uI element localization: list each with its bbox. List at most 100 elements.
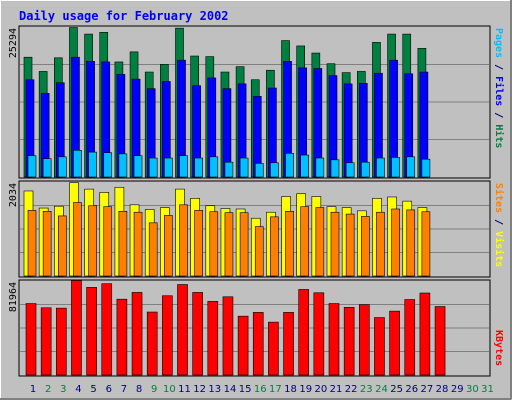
kbytes-bar: [268, 321, 279, 376]
panel-kbytes: [18, 279, 491, 377]
kbytes-bar: [192, 292, 203, 376]
pages-bar: [118, 153, 128, 178]
sites-bar: [133, 211, 143, 277]
kbytes-bar: [131, 292, 143, 376]
kbytes-bar: [116, 298, 128, 376]
sites-bar: [164, 215, 173, 277]
sites-bar: [57, 215, 67, 277]
pages-bar: [224, 161, 234, 178]
panel-hits-files-pages: [18, 25, 491, 179]
sites-bar: [103, 206, 113, 277]
day-label: 12: [193, 384, 206, 395]
day-label: 7: [121, 384, 127, 395]
day-label: 4: [75, 384, 81, 395]
pages-bar: [148, 157, 158, 178]
sites-bar: [254, 226, 264, 277]
pages-bar: [209, 156, 219, 178]
pages-bar: [300, 154, 310, 178]
pages-bar: [330, 159, 340, 178]
pages-bar: [57, 156, 67, 178]
sites-bar: [194, 210, 203, 277]
day-label: 1: [30, 384, 36, 395]
pages-bar: [421, 158, 431, 178]
sites-bar: [391, 208, 400, 277]
kbytes-bar: [177, 284, 188, 376]
day-label: 13: [208, 384, 221, 395]
kbytes-bar: [374, 317, 385, 376]
day-label: 10: [163, 384, 176, 395]
sites-bar: [179, 204, 188, 277]
legend-sites-visits: Sites / Visits: [493, 183, 505, 267]
day-label: 6: [106, 384, 112, 395]
day-label: 18: [284, 384, 297, 395]
legend-kbytes: KBytes: [493, 330, 504, 366]
kbytes-bar: [404, 299, 416, 376]
day-label: 8: [136, 384, 142, 395]
kbytes-bar: [207, 301, 219, 376]
kbytes-bar: [389, 310, 400, 376]
sites-bar: [376, 211, 385, 277]
sites-bar: [209, 211, 219, 277]
sites-bar: [421, 211, 431, 277]
day-label: 23: [360, 384, 373, 395]
pages-bar: [254, 163, 264, 178]
legend-entry: /: [493, 106, 504, 124]
sites-bar: [239, 212, 249, 277]
kbytes-bar: [358, 304, 370, 376]
pages-bar: [270, 162, 279, 178]
pages-bar: [239, 157, 249, 178]
pages-bar: [391, 157, 400, 178]
day-label: 29: [451, 384, 464, 395]
pages-bar: [133, 155, 143, 178]
x-axis-day-labels: 1 2 3 4 5 6 7 8 9 10 11 12 13 14 15 16 17 18 19 20 21 22 23 24 2…: [30, 384, 494, 395]
day-label: 5: [90, 384, 96, 395]
day-label: 30: [466, 384, 479, 395]
day-label: 20: [314, 384, 327, 395]
panel-visits-sites: [18, 180, 491, 278]
day-label: 9: [151, 384, 157, 395]
day-label: 3: [60, 384, 66, 395]
day-label: 28: [436, 384, 449, 395]
panel1-ymax-label: 25294: [8, 28, 19, 58]
kbytes-bar: [313, 292, 325, 376]
pages-bar: [360, 161, 370, 178]
day-label: 27: [421, 384, 434, 395]
bar-marks: [23, 27, 446, 376]
legend-entry: /: [493, 58, 504, 76]
sites-bar: [345, 213, 355, 277]
kbytes-bar: [146, 311, 158, 376]
kbytes-bar: [222, 296, 234, 376]
day-label: 21: [330, 384, 343, 395]
sites-bar: [360, 216, 370, 277]
kbytes-bar: [101, 283, 113, 376]
sites-bar: [42, 210, 52, 277]
kbytes-bar: [283, 312, 294, 376]
kbytes-bar: [328, 303, 340, 376]
day-label: 14: [224, 384, 237, 395]
pages-bar: [406, 156, 416, 178]
sites-bar: [285, 210, 294, 277]
legend-entry: Hits: [493, 124, 505, 148]
kbytes-bar: [25, 303, 37, 376]
pages-bar: [103, 152, 113, 178]
legend-entry: KBytes: [493, 330, 504, 366]
kbytes-bar: [55, 307, 67, 376]
panel2-ymax-label: 2034: [8, 183, 19, 207]
legend-pages-files-hits: Pages / Files / Hits: [493, 28, 505, 148]
pages-bar: [88, 151, 97, 178]
chart-title: Daily usage for February 2002: [19, 9, 229, 23]
panel3-ymax-label: 81964: [8, 282, 19, 312]
day-label: 15: [239, 384, 252, 395]
kbytes-bar: [71, 280, 82, 376]
legend-entry: Pages: [493, 28, 504, 58]
pages-bar: [179, 155, 188, 178]
sites-bar: [315, 207, 325, 277]
sites-bar: [270, 216, 279, 277]
legend-entry: /: [493, 213, 504, 231]
sites-bar: [27, 210, 37, 277]
day-label: 2: [45, 384, 51, 395]
kbytes-bar: [434, 306, 446, 376]
sites-bar: [406, 209, 416, 277]
kbytes-bar: [419, 292, 431, 376]
day-label: 22: [345, 384, 358, 395]
